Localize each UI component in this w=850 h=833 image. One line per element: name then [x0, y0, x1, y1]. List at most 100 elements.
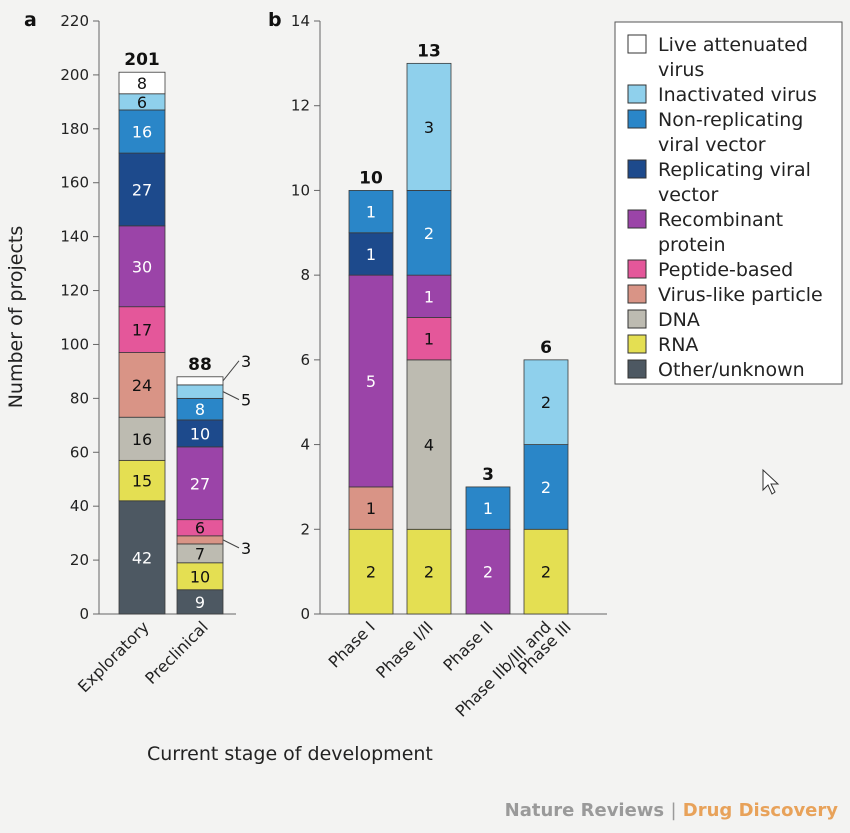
legend-label-recombinant-protein: Recombinant protein [658, 209, 783, 256]
bar-segment-dna [118, 416, 166, 461]
legend-swatch-non-replicating-viral-vector [627, 109, 647, 129]
y-tick-label: 40 [70, 497, 89, 515]
bar-segment-peptide-based [406, 317, 452, 361]
x-category-label: Phase II [439, 617, 496, 674]
segment-value-label: 3 [424, 118, 434, 137]
y-tick-label: 60 [70, 443, 89, 461]
segment-value-label: 10 [190, 567, 210, 586]
segment-value-label: 2 [424, 224, 434, 243]
legend-swatch-live-attenuated-virus [627, 34, 647, 54]
y-tick-label: 4 [300, 436, 310, 454]
bar-total-label: 6 [540, 338, 552, 358]
legend-swatch-recombinant-protein [627, 209, 647, 229]
segment-value-label: 3 [241, 539, 251, 558]
y-tick-label: 100 [60, 335, 89, 353]
bar-segment-recombinant-protein [348, 274, 394, 488]
legend-swatch-dna [627, 309, 647, 329]
bar-segment-other-unknown [118, 500, 166, 615]
segment-value-label: 2 [541, 478, 551, 497]
segment-value-label: 1 [366, 245, 376, 264]
bar-segment-replicating-viral-vector [118, 152, 166, 227]
y-tick-label: 8 [300, 266, 310, 284]
segment-value-label: 1 [366, 203, 376, 222]
bar-segment-live-attenuated-virus [176, 376, 224, 386]
x-category-label: Phase I [325, 617, 379, 671]
callout-line [222, 391, 240, 401]
bar-segment-non-replicating-viral-vector [523, 444, 569, 530]
bar-segment-inactivated-virus [523, 359, 569, 445]
y-tick-label: 0 [300, 605, 310, 623]
bar-total-label: 201 [124, 50, 160, 70]
segment-value-label: 5 [366, 372, 376, 391]
bar-segment-inactivated-virus [176, 384, 224, 399]
segment-value-label: 17 [132, 321, 152, 340]
segment-value-label: 6 [195, 519, 205, 538]
x-axis-title: Current stage of development [147, 743, 433, 765]
segment-value-label: 2 [366, 563, 376, 582]
y-tick-label: 160 [60, 174, 89, 192]
journal-credit: Nature Reviews | Drug Discovery [505, 800, 838, 821]
segment-value-label: 1 [424, 287, 434, 306]
segment-value-label: 2 [541, 563, 551, 582]
x-category-label: Preclinical [141, 617, 212, 688]
y-tick-label: 180 [60, 120, 89, 138]
legend-label-inactivated-virus: Inactivated virus [658, 84, 817, 106]
legend-swatch-virus-like-particle [627, 284, 647, 304]
bar-total-label: 10 [359, 168, 383, 188]
segment-value-label: 16 [132, 123, 152, 142]
panel-a-chart: 0 20 40 60 80 100 120 140 160 180 200 220 42 15 16 24 17… [60, 12, 251, 696]
segment-value-label: 1 [366, 499, 376, 518]
segment-value-label: 10 [190, 424, 210, 443]
credit-section: Drug Discovery [682, 800, 838, 821]
segment-value-label: 1 [483, 499, 493, 518]
credit-separator: | [670, 800, 677, 821]
segment-value-label: 8 [195, 400, 205, 419]
legend-label-peptide-based: Peptide-based [658, 259, 793, 281]
legend-label-non-replicating-viral-vector: Non-replicating viral vector [658, 109, 803, 156]
y-tick-label: 0 [79, 605, 89, 623]
y-tick-label: 120 [60, 282, 89, 300]
y-axis-title: Number of projects [5, 226, 27, 409]
legend: Live attenuated virus Inactivated virus Non… [614, 21, 843, 385]
segment-value-label: 42 [132, 548, 152, 567]
y-tick-label: 10 [291, 181, 310, 199]
mouse-cursor-icon [762, 468, 780, 495]
callout-line [222, 360, 240, 382]
segment-value-label: 1 [424, 330, 434, 349]
segment-value-label: 24 [132, 376, 152, 395]
legend-label-other-unknown: Other/unknown [658, 359, 805, 381]
bar-segment-rna [348, 528, 394, 615]
segment-value-label: 27 [190, 474, 210, 493]
legend-swatch-inactivated-virus [627, 84, 647, 104]
legend-label-virus-like-particle: Virus-like particle [658, 284, 823, 306]
bar-segment-recombinant-protein [176, 446, 224, 521]
y-tick-label: 2 [300, 520, 310, 538]
bar-total-label: 88 [188, 355, 212, 375]
bar-total-label: 3 [482, 465, 494, 485]
legend-swatch-peptide-based [627, 259, 647, 279]
legend-label-live-attenuated-virus: Live attenuated virus [658, 34, 808, 81]
bar-segment-other-unknown [176, 589, 224, 615]
bar-segment-virus-like-particle [118, 352, 166, 418]
credit-journal: Nature Reviews [504, 800, 665, 821]
x-category-label: Phase I/II [372, 617, 437, 682]
segment-value-label: 27 [132, 180, 152, 199]
segment-value-label: 15 [132, 472, 152, 491]
x-category-label: Exploratory [74, 617, 153, 696]
panel-a-letter: a [24, 9, 37, 31]
y-tick-label: 14 [291, 12, 310, 30]
segment-value-label: 6 [137, 93, 147, 112]
y-tick-label: 20 [70, 551, 89, 569]
legend-swatch-other-unknown [627, 359, 647, 379]
panel-b-letter: b [268, 9, 282, 31]
bar-segment-recombinant-protein [406, 274, 452, 318]
legend-swatch-rna [627, 334, 647, 354]
y-tick-label: 200 [60, 66, 89, 84]
segment-value-label: 5 [241, 391, 251, 410]
y-tick-label: 140 [60, 228, 89, 246]
segment-value-label: 9 [195, 593, 205, 612]
bar-segment-rna [176, 562, 224, 591]
y-tick-label: 12 [291, 97, 310, 115]
segment-value-label: 30 [132, 257, 152, 276]
